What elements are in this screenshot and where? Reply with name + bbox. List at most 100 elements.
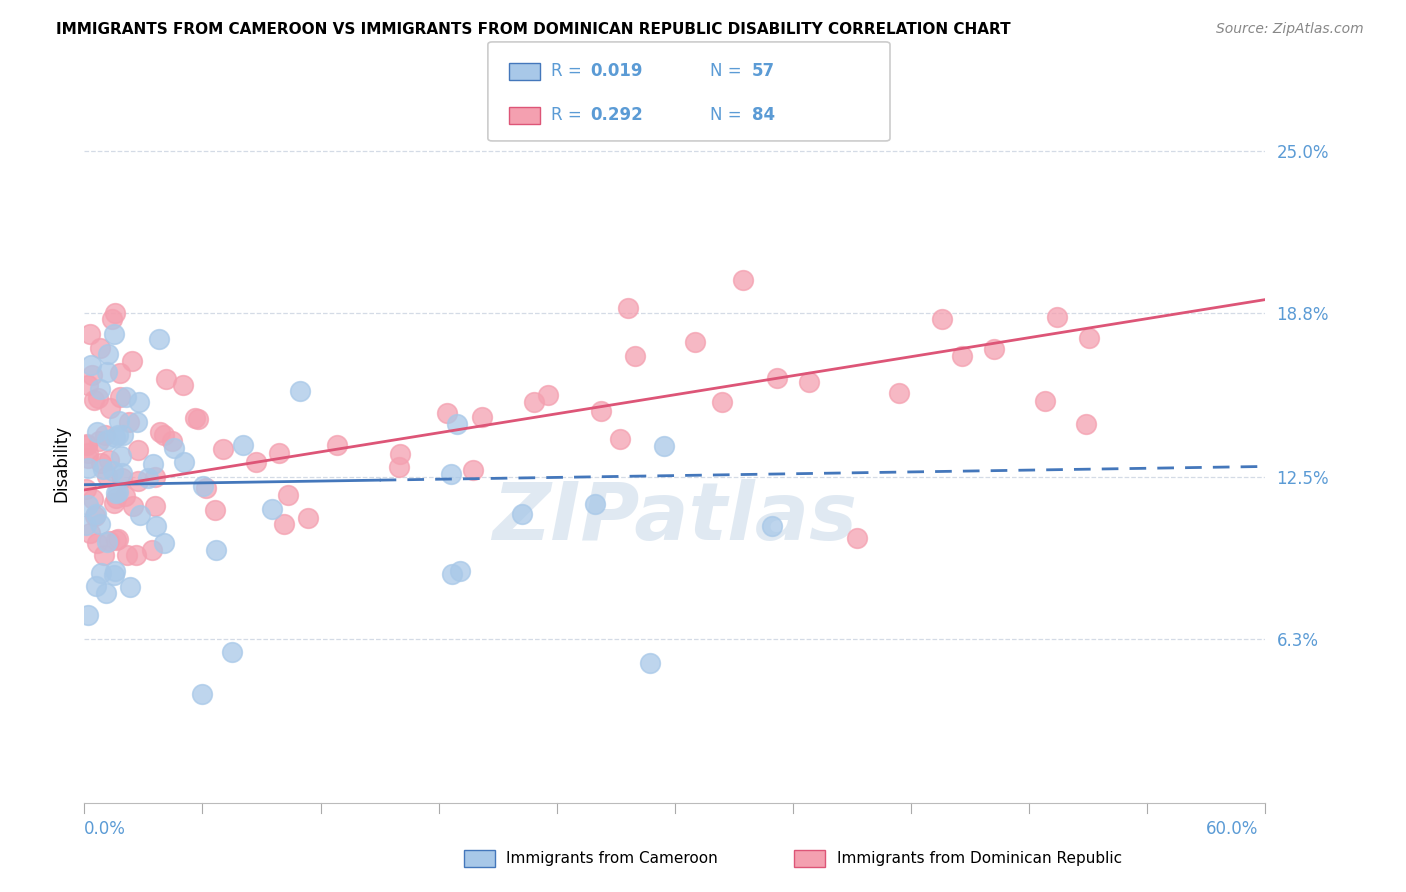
Point [104, 564, 127, 578]
Point [103, 327, 125, 342]
Point [172, 378, 194, 392]
Point [83, 509, 105, 524]
Point [125, 415, 148, 429]
Point [76, 438, 98, 452]
Point [143, 499, 166, 513]
Point [112, 428, 135, 442]
Point [143, 470, 166, 484]
Point [710, 394, 733, 409]
Point [616, 301, 638, 315]
Point [97, 534, 120, 549]
Point [523, 395, 546, 409]
Point [638, 656, 661, 670]
Point [103, 567, 125, 582]
Point [90, 456, 112, 470]
Point [91, 461, 114, 475]
Point [765, 371, 787, 385]
Point [983, 342, 1005, 356]
Point [173, 454, 195, 468]
Text: 60.0%: 60.0% [1206, 820, 1258, 838]
Point [98, 401, 121, 416]
Point [86, 425, 108, 439]
Point [191, 479, 214, 493]
Point [204, 503, 226, 517]
Point [76, 450, 98, 465]
Point [153, 536, 176, 550]
Point [96, 535, 118, 549]
Text: Immigrants from Dominican Republic: Immigrants from Dominican Republic [837, 851, 1122, 865]
Point [84, 579, 107, 593]
Point [440, 467, 463, 481]
Point [107, 532, 129, 546]
Point [449, 564, 471, 578]
Text: 0.0%: 0.0% [84, 820, 127, 838]
Point [110, 450, 132, 464]
Point [96, 433, 118, 447]
Point [76, 498, 98, 512]
Point [931, 312, 953, 326]
Point [388, 447, 411, 461]
Point [108, 390, 131, 404]
Point [96, 468, 118, 483]
Point [84, 507, 107, 521]
Point [436, 406, 458, 420]
Point [107, 414, 129, 428]
Point [117, 548, 139, 562]
Point [1046, 310, 1069, 324]
Point [221, 645, 243, 659]
Point [141, 542, 163, 557]
Point [148, 332, 170, 346]
Point [145, 519, 167, 533]
Point [761, 519, 783, 533]
Point [471, 410, 494, 425]
Point [90, 566, 112, 580]
Point [232, 437, 254, 451]
Point [591, 404, 613, 418]
Point [297, 510, 319, 524]
Point [82, 368, 104, 382]
Point [245, 455, 267, 469]
Text: 0.019: 0.019 [591, 62, 643, 79]
Point [117, 415, 139, 429]
Point [142, 457, 165, 471]
Point [160, 434, 183, 448]
Point [104, 430, 127, 444]
Point [94, 586, 117, 600]
Point [77, 460, 100, 475]
Text: 84: 84 [752, 106, 775, 124]
Point [75, 517, 97, 532]
Text: 0.292: 0.292 [591, 106, 644, 124]
Text: N =: N = [710, 106, 747, 124]
Point [183, 411, 205, 425]
Point [80, 358, 103, 372]
Point [103, 496, 125, 510]
Point [887, 386, 910, 401]
Text: R =: R = [551, 106, 588, 124]
Point [107, 428, 129, 442]
Point [105, 533, 128, 548]
Point [512, 507, 534, 521]
Point [83, 392, 105, 407]
Point [799, 375, 821, 389]
Point [76, 436, 98, 450]
Point [163, 441, 186, 455]
Point [79, 327, 101, 342]
Point [205, 542, 228, 557]
Y-axis label: Disability: Disability [52, 425, 70, 502]
Point [652, 439, 675, 453]
Point [94, 427, 117, 442]
Text: Source: ZipAtlas.com: Source: ZipAtlas.com [1216, 22, 1364, 37]
Point [75, 482, 97, 496]
Point [950, 349, 973, 363]
Point [118, 581, 141, 595]
Point [104, 491, 127, 506]
Point [149, 425, 172, 440]
Point [127, 474, 149, 488]
Point [191, 687, 214, 701]
Point [98, 453, 121, 467]
Point [97, 346, 120, 360]
Point [129, 508, 152, 522]
Point [136, 471, 159, 485]
Point [187, 412, 209, 426]
Point [127, 442, 149, 457]
